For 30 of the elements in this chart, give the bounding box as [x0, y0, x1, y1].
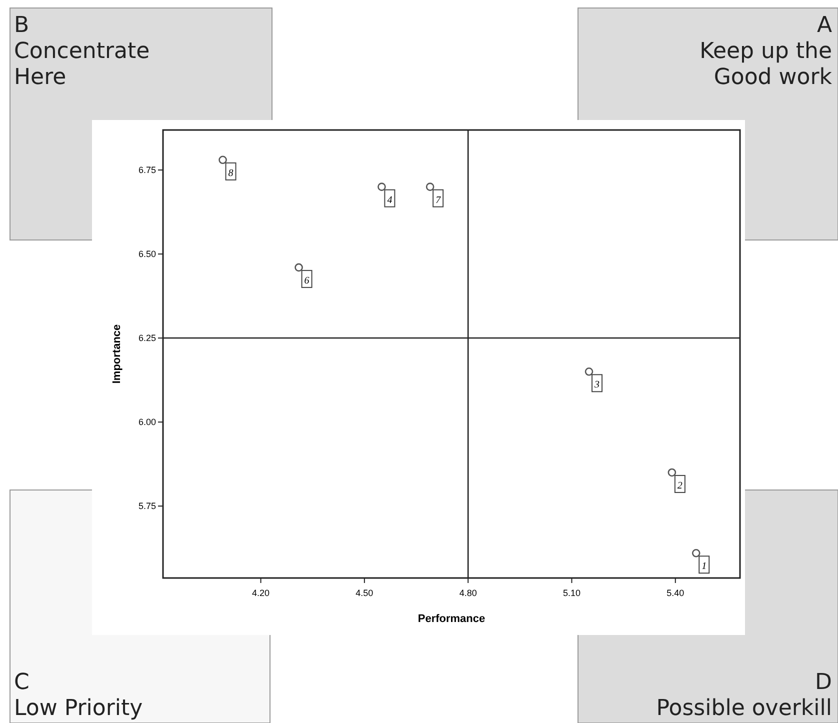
point: [668, 468, 676, 477]
annotation: 3: [594, 380, 600, 391]
y-tick-label: 6.25: [138, 333, 156, 344]
annotation: 2: [677, 480, 682, 492]
point: [692, 548, 700, 558]
text: C Low Priority: [14, 670, 143, 721]
annotation: 4: [387, 194, 392, 206]
text: D Possible overkill: [656, 670, 832, 721]
x-tick-label: 4.80: [459, 588, 477, 598]
y-tick-label: 5.75: [138, 501, 156, 512]
text: A Keep up the Good work: [700, 13, 832, 90]
y-tick-label: 6.00: [138, 417, 156, 428]
point: [378, 182, 386, 191]
x-tick-label: 5.10: [562, 588, 581, 598]
annotation: 8: [228, 168, 234, 179]
point: [218, 156, 227, 164]
y-tick-label: 6.75: [138, 164, 156, 175]
y-tick-label: 6.50: [138, 249, 156, 260]
point: [426, 182, 434, 191]
annotation: 6: [304, 275, 310, 286]
annotation: 1: [702, 561, 707, 572]
x-tick-label: 4.20: [252, 588, 270, 598]
x-axis-title: Performance: [418, 613, 486, 625]
point: [294, 263, 303, 272]
y-axis-title: Importance: [111, 324, 123, 384]
annotation: 7: [436, 194, 442, 206]
x-tick-label: 5.40: [666, 588, 684, 598]
point: [584, 367, 594, 376]
text: B Concentrate Here: [14, 13, 150, 90]
x-tick-label: 4.50: [356, 588, 374, 598]
